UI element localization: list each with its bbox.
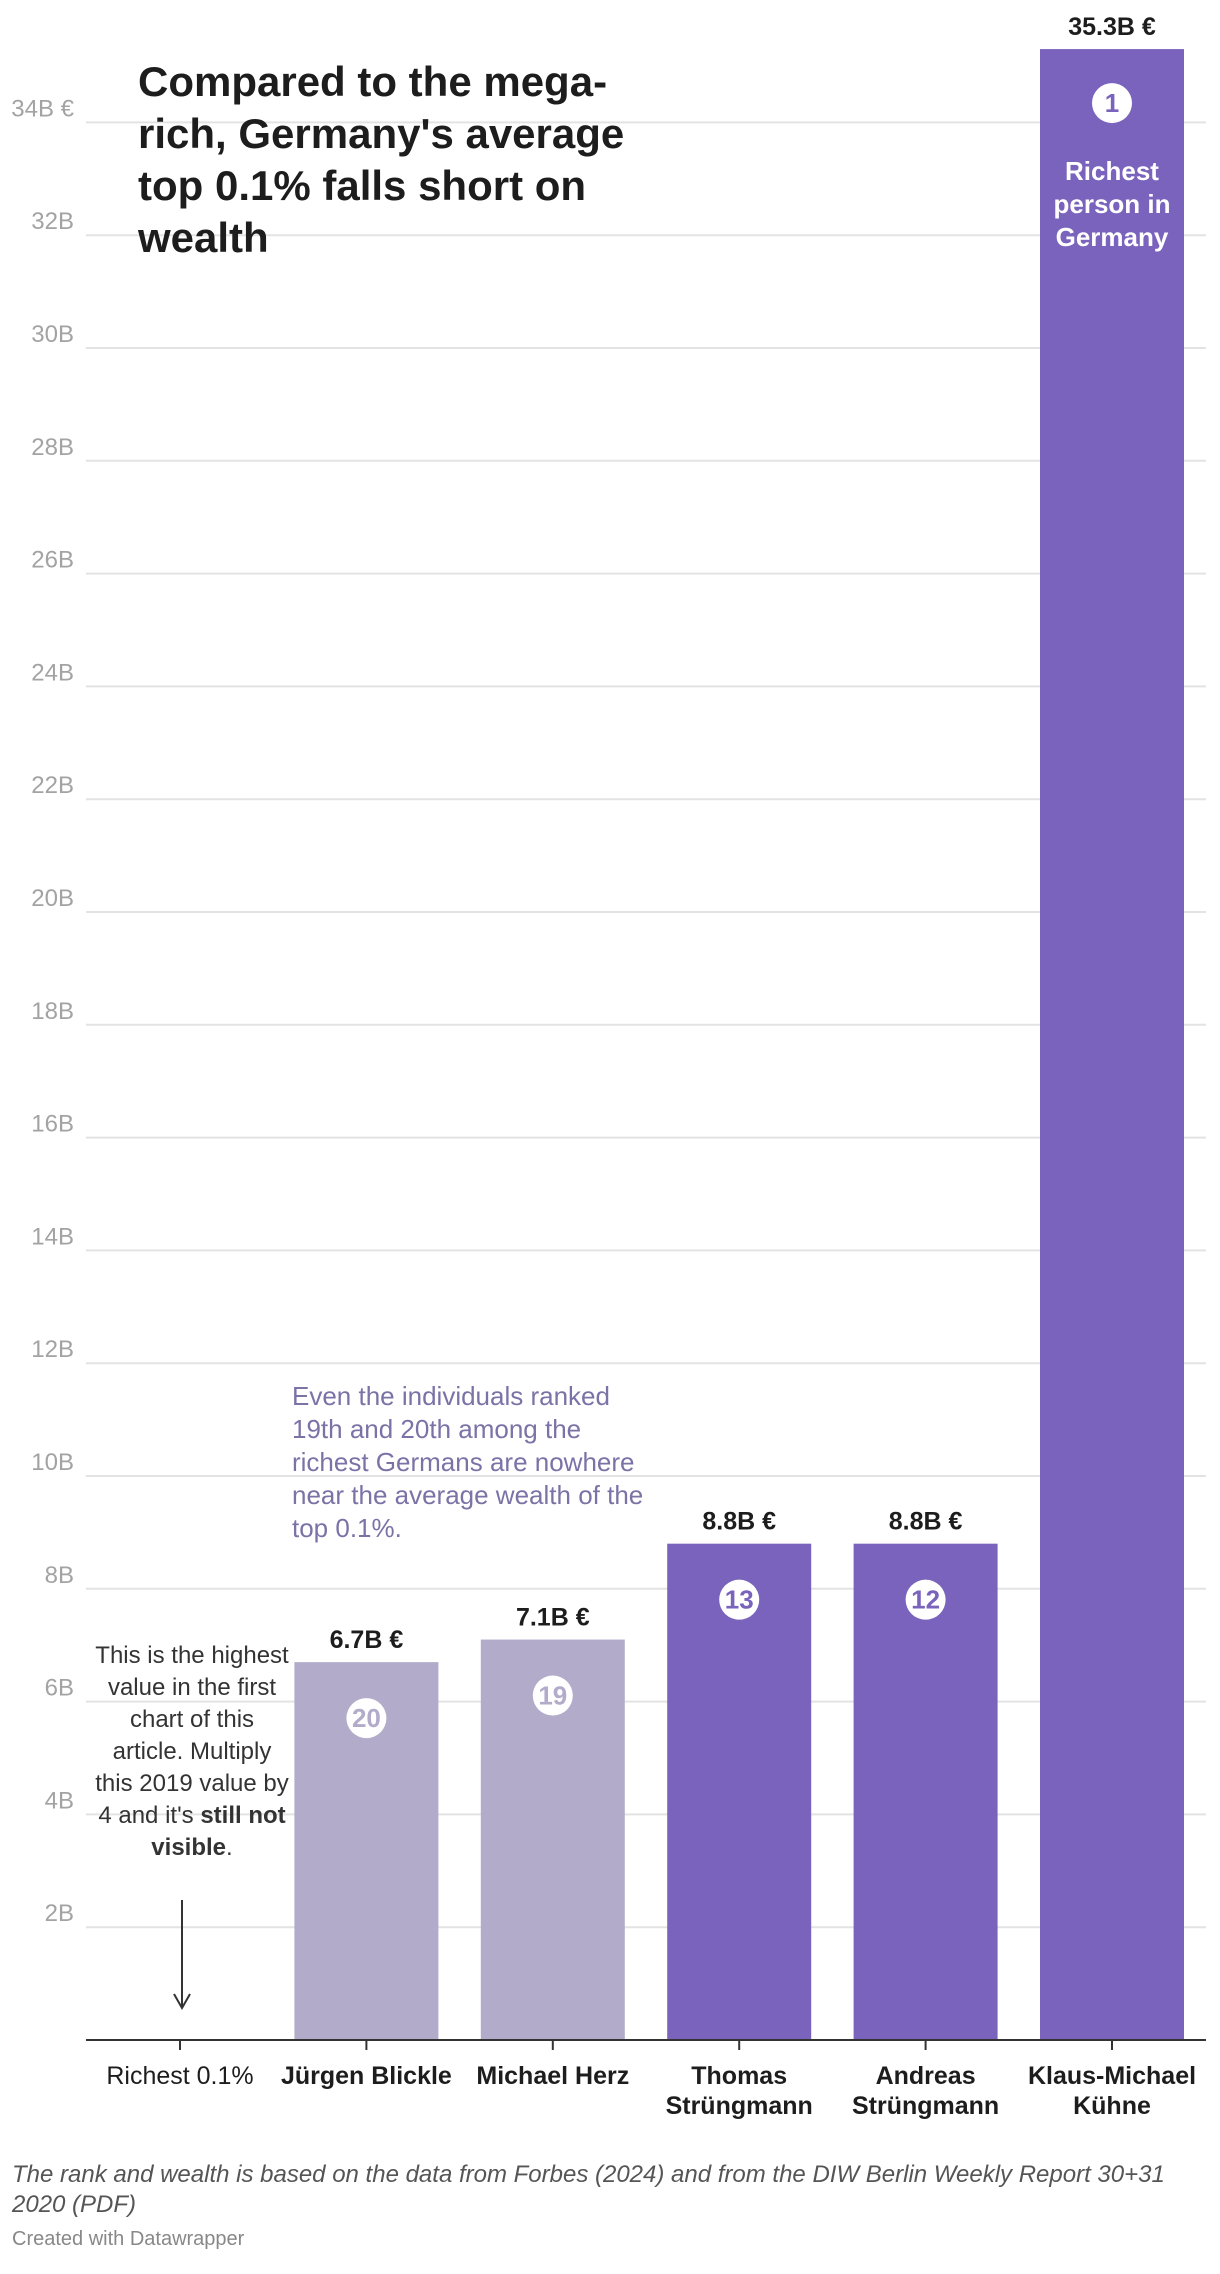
- x-tick-label: Michael Herz: [476, 2062, 629, 2090]
- y-tick-label: 10B: [31, 1449, 74, 1476]
- rank-label: 12: [911, 1585, 940, 1615]
- rank-label: 1: [1105, 88, 1119, 118]
- y-tick-label: 34B €: [11, 95, 74, 122]
- x-tick-label: Richest 0.1%: [106, 2062, 253, 2090]
- y-tick-label: 12B: [31, 1336, 74, 1363]
- rank-label: 13: [725, 1585, 754, 1615]
- rank-label: 19: [538, 1681, 567, 1711]
- purple-annotation: Even the individuals ranked 19th and 20t…: [292, 1381, 644, 1543]
- y-tick-label: 20B: [31, 885, 74, 912]
- rank-badge: [1092, 83, 1132, 124]
- bar: [1040, 49, 1184, 2041]
- y-tick-label: 4B: [45, 1787, 74, 1814]
- x-tick-label: Thomas: [691, 2062, 787, 2090]
- x-tick-label: Strüngmann: [666, 2092, 813, 2120]
- y-tick-label: 22B: [31, 772, 74, 799]
- y-tick-label: 28B: [31, 434, 74, 461]
- value-label: 35.3B €: [1068, 13, 1156, 41]
- credit-link[interactable]: Created with Datawrapper: [12, 2228, 245, 2250]
- left-annotation-text: This is the highest value in the first c…: [95, 1642, 289, 1829]
- bar-annotation-line: person in: [1053, 189, 1170, 219]
- y-tick-label: 14B: [31, 1223, 74, 1250]
- rank-badge: [905, 1579, 946, 1620]
- bar: [667, 1543, 812, 2040]
- left-annotation-bold: still not visible: [151, 1802, 286, 1861]
- y-tick-label: 24B: [31, 659, 74, 686]
- value-label: 8.8B €: [702, 1508, 776, 1536]
- y-tick-label: 32B: [31, 208, 74, 235]
- source-note: The rank and wealth is based on the data…: [12, 2161, 1165, 2218]
- rank-badge: [346, 1698, 387, 1739]
- y-tick-label: 8B: [45, 1562, 74, 1589]
- left-annotation-end: .: [226, 1834, 233, 1861]
- x-tick-label: Andreas: [876, 2062, 976, 2090]
- rank-badge: [532, 1675, 573, 1716]
- rank-label: 20: [352, 1703, 381, 1733]
- arrow-head: [173, 1993, 191, 2011]
- bar: [853, 1543, 998, 2040]
- x-tick-label: Kühne: [1073, 2092, 1151, 2120]
- y-tick-label: 26B: [31, 547, 74, 574]
- x-tick-label: Strüngmann: [852, 2092, 999, 2120]
- y-tick-label: 2B: [45, 1900, 74, 1927]
- y-tick-label: 16B: [31, 1111, 74, 1138]
- value-label: 6.7B €: [330, 1626, 404, 1654]
- bar-annotation-line: Germany: [1056, 222, 1169, 252]
- y-tick-label: 18B: [31, 998, 74, 1025]
- bar-annotation-line: Richest: [1065, 156, 1159, 186]
- value-label: 8.8B €: [889, 1508, 963, 1536]
- left-annotation: This is the highest value in the first c…: [92, 1640, 292, 1864]
- value-label: 7.1B €: [516, 1604, 590, 1632]
- y-tick-label: 6B: [45, 1675, 74, 1702]
- x-tick-label: Jürgen Blickle: [281, 2062, 452, 2090]
- y-tick-label: 30B: [31, 321, 74, 348]
- x-tick-label: Klaus-Michael: [1028, 2062, 1196, 2090]
- rank-badge: [719, 1579, 760, 1620]
- chart-title: Compared to the mega-rich, Germany's ave…: [138, 58, 625, 261]
